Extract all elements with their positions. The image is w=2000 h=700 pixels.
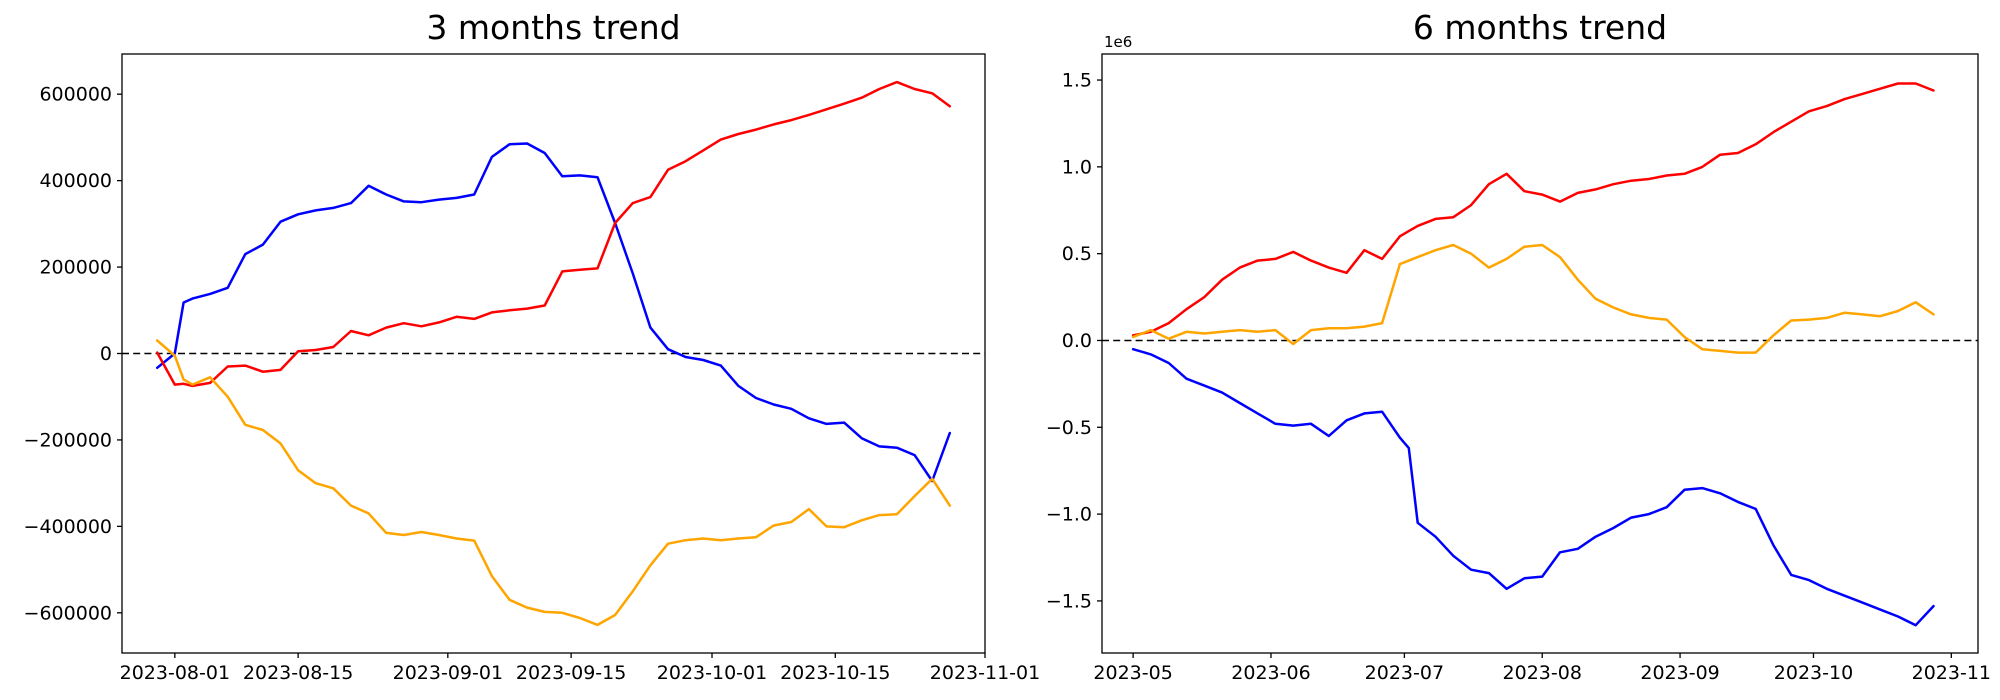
x-tick-label: 2023-06 — [1231, 662, 1310, 684]
series-line-red — [1131, 82, 1935, 337]
x-tick-label: 2023-11 — [1912, 662, 1991, 684]
y-tick-label: −1.5 — [1046, 590, 1092, 612]
x-axis: 2023-05 2023-06 2023-07 2023-08 2023-09 2023-… — [1093, 653, 1991, 684]
y-tick-label: −400000 — [24, 516, 112, 538]
x-tick-label: 2023-05 — [1093, 662, 1172, 684]
y-tick-label: −1.0 — [1046, 504, 1092, 526]
y-axis: 1.5 1.0 0.5 0.0 −0.5 −1.0 −1.5 — [1046, 70, 1102, 612]
x-tick-label: 2023-08-01 — [120, 662, 230, 684]
y-tick-label: 0 — [100, 343, 112, 365]
y-tick-label: −0.5 — [1046, 417, 1092, 439]
axes-frame — [1101, 53, 1979, 654]
chart-title-6-months: 6 months trend — [1412, 8, 1668, 47]
chart-0: 2023-08-01 2023-08-15 2023-09-01 2023-09-15… — [24, 53, 1040, 684]
x-axis: 2023-08-01 2023-08-15 2023-09-01 2023-09-15… — [120, 653, 1040, 684]
x-tick-label: 2023-10-15 — [780, 662, 890, 684]
y-tick-label: 1.0 — [1062, 156, 1092, 178]
y-tick-label: −200000 — [24, 429, 112, 451]
y-tick-label: 200000 — [39, 257, 112, 279]
x-tick-label: 2023-07 — [1365, 662, 1444, 684]
y-tick-label: 600000 — [39, 84, 112, 106]
series-line-blue — [155, 142, 952, 483]
series-line-blue — [1131, 347, 1935, 627]
y-tick-label: 0.5 — [1062, 243, 1092, 265]
y-tick-label: 1.5 — [1062, 70, 1092, 92]
chart-title-3-months: 3 months trend — [426, 8, 681, 47]
series-line-red — [155, 80, 952, 388]
x-tick-label: 2023-08-15 — [243, 662, 353, 684]
y-axis-offset-label: 1e6 — [1104, 33, 1132, 51]
x-tick-label: 2023-09-15 — [516, 662, 626, 684]
x-tick-label: 2023-11-01 — [930, 662, 1040, 684]
y-tick-label: −600000 — [24, 602, 112, 624]
chart-1: 2023-05 2023-06 2023-07 2023-08 2023-09 2023-… — [1046, 33, 1991, 684]
x-tick-label: 2023-09 — [1640, 662, 1719, 684]
x-tick-label: 2023-10-01 — [657, 662, 767, 684]
series-line-orange — [155, 339, 952, 627]
x-tick-label: 2023-10 — [1774, 662, 1853, 684]
x-tick-label: 2023-09-01 — [393, 662, 503, 684]
y-axis: 600000 400000 200000 0 −200000 −400000 −600000 — [24, 84, 122, 624]
y-tick-label: 400000 — [39, 170, 112, 192]
x-tick-label: 2023-08 — [1503, 662, 1582, 684]
series-line-orange — [1131, 243, 1935, 354]
y-tick-label: 0.0 — [1062, 330, 1092, 352]
